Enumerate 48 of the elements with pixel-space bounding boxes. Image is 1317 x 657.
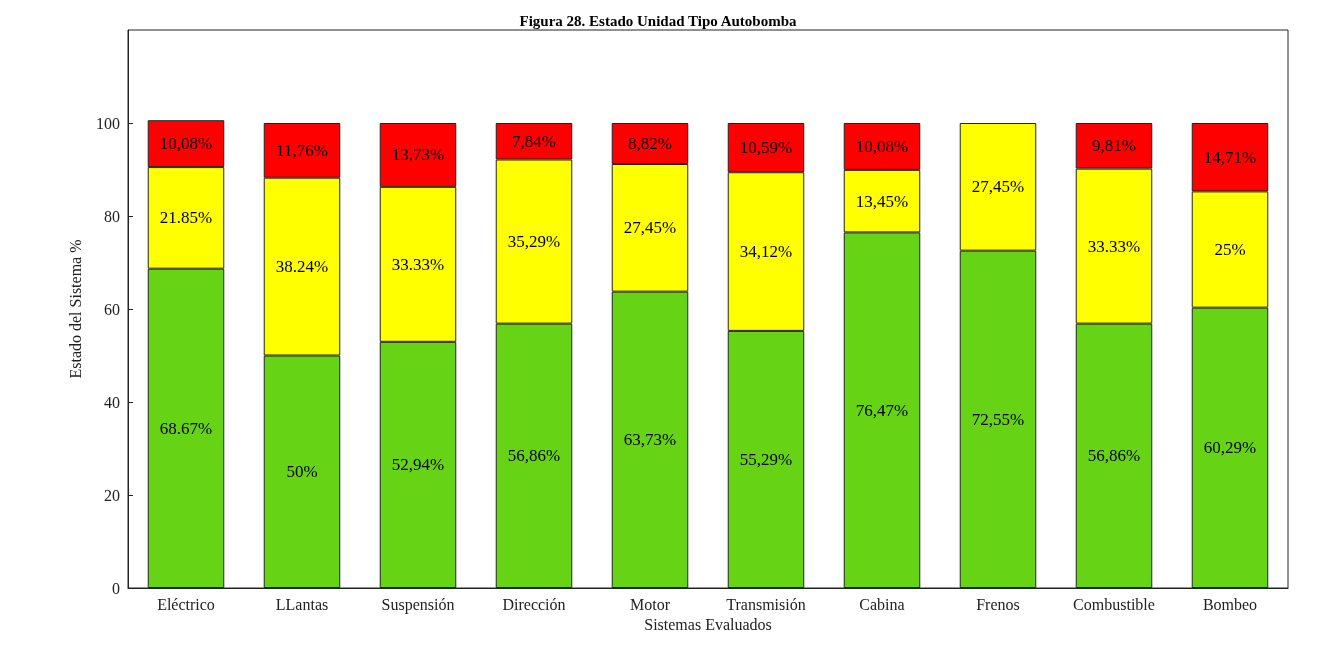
- data-label: 76,47%: [855, 400, 909, 420]
- data-label: 33.33%: [391, 254, 445, 274]
- y-tick-label: 0: [112, 579, 120, 597]
- data-label: 38.24%: [275, 257, 329, 277]
- data-label: 21.85%: [159, 208, 213, 228]
- data-label: 35,29%: [507, 232, 561, 252]
- data-label: 9,81%: [1092, 136, 1136, 156]
- x-tick-label: Cabina: [859, 595, 905, 613]
- x-axis-title: Sistemas Evaluados: [644, 616, 772, 634]
- x-tick-label: Bombeo: [1202, 595, 1258, 613]
- data-label: 13,45%: [855, 191, 909, 211]
- x-tick-label: Frenos: [976, 595, 1020, 613]
- x-tick-label: Combustible: [1073, 595, 1155, 613]
- data-label: 55,29%: [739, 449, 793, 469]
- data-label: 56,86%: [507, 446, 561, 466]
- data-label: 72,55%: [971, 409, 1025, 429]
- x-tick-label: Suspensión: [381, 595, 455, 614]
- data-label: 63,73%: [623, 430, 677, 450]
- data-label: 56,86%: [1087, 446, 1141, 466]
- y-tick-label: 20: [104, 486, 120, 504]
- x-tick-label: Transmisión: [726, 595, 806, 613]
- data-label: 10,08%: [855, 136, 909, 156]
- data-label: 33.33%: [1087, 236, 1141, 256]
- data-label: 14,71%: [1203, 147, 1257, 167]
- y-tick-label: 40: [104, 393, 120, 411]
- data-label: 10,59%: [739, 138, 793, 158]
- data-label: 27,45%: [623, 218, 677, 238]
- data-label: 27,45%: [971, 177, 1025, 197]
- data-label: 13,73%: [391, 145, 445, 165]
- data-label: 11,76%: [276, 140, 328, 160]
- y-axis-title: Estado del Sistema %: [66, 239, 84, 379]
- y-tick-label: 60: [104, 300, 120, 318]
- x-tick-label: LLantas: [275, 595, 329, 613]
- data-label: 7,84%: [512, 131, 556, 151]
- x-tick-label: Dirección: [502, 595, 566, 613]
- data-label: 60,29%: [1203, 438, 1257, 458]
- data-label: 68.67%: [159, 418, 213, 438]
- y-tick-label: 100: [96, 114, 120, 132]
- y-tick-label: 80: [104, 207, 120, 225]
- x-tick-label: Motor: [630, 595, 671, 613]
- data-label: 10,08%: [159, 134, 213, 154]
- x-tick-label: Eléctrico: [157, 595, 215, 613]
- chart-title: Figura 28. Estado Unidad Tipo Autobomba: [519, 12, 798, 29]
- data-label: 25%: [1214, 240, 1246, 260]
- data-label: 34,12%: [739, 242, 793, 262]
- data-label: 52,94%: [391, 455, 445, 475]
- data-label: 50%: [286, 462, 318, 482]
- data-label: 8,82%: [628, 134, 672, 154]
